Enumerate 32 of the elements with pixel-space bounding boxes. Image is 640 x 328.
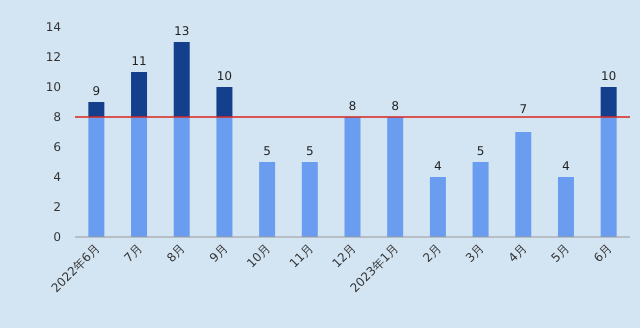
total-label: 5: [476, 144, 484, 158]
y-tick-label: 2: [53, 200, 61, 214]
total-label: 9: [92, 84, 100, 98]
x-tick-label: 11月: [286, 241, 316, 270]
total-label: 7: [519, 102, 528, 116]
x-tick-label: 9月: [206, 241, 231, 266]
total-label: 10: [601, 69, 616, 83]
x-tick-label: 6月: [590, 241, 615, 266]
y-tick-label: 10: [46, 80, 61, 94]
x-tick-label: 3月: [462, 241, 487, 266]
y-tick-label: 4: [53, 170, 61, 184]
total-label: 4: [434, 159, 442, 173]
x-tick-label: 2月: [420, 241, 444, 266]
y-tick-label: 12: [46, 50, 61, 64]
x-tick-label: 4月: [506, 241, 530, 266]
total-label: 8: [391, 99, 400, 113]
y-tick-label: 14: [46, 20, 61, 34]
total-label: 4: [562, 159, 570, 173]
x-tick-label: 12月: [329, 241, 359, 270]
x-tick-label: 7月: [121, 241, 146, 266]
total-label: 5: [263, 144, 271, 158]
y-tick-label: 6: [53, 140, 61, 154]
y-tick-label: 0: [53, 230, 61, 244]
total-label: 11: [131, 54, 147, 68]
total-label: 8: [348, 99, 356, 113]
x-tick-label: 10月: [244, 241, 274, 270]
y-tick-label: 8: [53, 110, 61, 124]
total-label: 10: [216, 69, 232, 83]
x-tick-label: 8月: [164, 241, 188, 266]
total-label: 13: [174, 24, 190, 38]
total-label: 5: [306, 144, 314, 158]
x-tick-label: 5月: [548, 241, 572, 266]
